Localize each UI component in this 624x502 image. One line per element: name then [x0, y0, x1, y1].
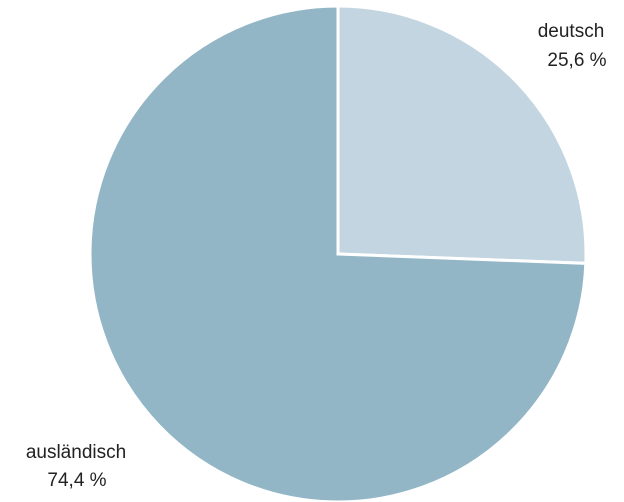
- slice-label-deutsch-value: 25,6 %: [547, 50, 606, 71]
- slice-label-deutsch-name: deutsch: [538, 21, 605, 42]
- pie-slice-deutsch: [336, 4, 588, 265]
- pie-slices: [88, 4, 588, 502]
- pie-slice-ausl-ndisch: [88, 4, 588, 502]
- slice-label-auslaendisch-value: 74,4 %: [47, 470, 106, 491]
- slice-label-auslaendisch-name: ausländisch: [26, 442, 126, 463]
